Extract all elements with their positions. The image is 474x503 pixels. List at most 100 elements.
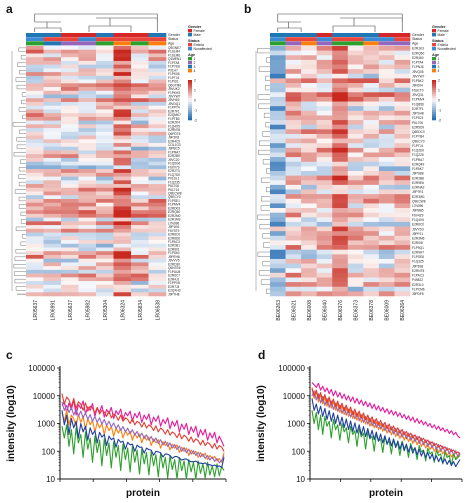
heatmap-cell [113, 184, 132, 189]
heatmap-cell [96, 195, 114, 200]
heatmap-cell [363, 184, 380, 190]
heatmap-cell [332, 217, 349, 223]
heatmap-cell [332, 120, 349, 126]
row-label: F1Q7D0 [168, 173, 180, 177]
heatmap-cell [148, 191, 167, 196]
row-label: P49822 [412, 278, 423, 282]
heatmap-cell [394, 221, 411, 227]
color-scale-step [188, 88, 192, 91]
heatmap-cell [78, 273, 97, 278]
heatmap-cell [131, 195, 149, 200]
heatmap-cell [148, 157, 167, 162]
heatmap-cell [96, 225, 114, 230]
heatmap-cell [363, 120, 380, 126]
heatmap-cell [394, 189, 411, 195]
heatmap-cell [347, 147, 364, 153]
row-label: F1PPV8 [168, 281, 180, 285]
heatmap-cell [26, 60, 44, 65]
heatmap-cell [316, 129, 333, 135]
legend-swatch [188, 47, 192, 51]
heatmap-cell [113, 128, 132, 133]
heatmap-cell [285, 175, 302, 181]
annotation-cell [285, 33, 302, 37]
heatmap-cell [131, 292, 149, 297]
annotation-row-label: Status [412, 37, 422, 41]
heatmap-cell [78, 228, 97, 233]
column-label: BE06264 [400, 300, 406, 321]
heatmap-cell [148, 266, 167, 271]
row-label: J9PBB5 [412, 209, 424, 213]
heatmap-cell [43, 165, 62, 170]
heatmap-cell [347, 55, 364, 61]
annotation-cell [285, 41, 302, 46]
heatmap-cell [61, 169, 79, 174]
heatmap-cell [285, 249, 302, 255]
heatmap-cell [347, 161, 364, 167]
heatmap-cell [26, 79, 44, 84]
annotation-cell [26, 33, 44, 37]
color-scale-step [188, 112, 192, 115]
heatmap-cell [26, 146, 44, 151]
annotation-cell [301, 33, 317, 37]
heatmap-cell [78, 225, 97, 230]
heatmap-cell [363, 78, 380, 84]
heatmap-cell [270, 133, 286, 139]
row-label: F1PKH3 [168, 91, 180, 95]
heatmap-cell [26, 94, 44, 99]
heatmap-cell [270, 50, 286, 56]
heatmap-cell [363, 50, 380, 56]
heatmap-cell [270, 92, 286, 98]
heatmap-cell [78, 128, 97, 133]
row-label: F1P9Q1 [412, 246, 424, 250]
heatmap-cell [61, 176, 79, 181]
heatmap-cell [285, 272, 302, 278]
heatmap-cell [131, 169, 149, 174]
heatmap-cell [43, 49, 62, 54]
heatmap-cell [61, 72, 79, 77]
heatmap-cell [148, 213, 167, 218]
heatmap-cell [316, 203, 333, 209]
heatmap-cell [113, 150, 132, 155]
heatmap-cell [332, 231, 349, 237]
heatmap-cell [96, 113, 114, 118]
heatmap-cell [131, 232, 149, 237]
heatmap-cell [316, 180, 333, 186]
heatmap-cell [113, 217, 132, 222]
heatmap-cell [394, 194, 411, 200]
heatmap-cell [347, 115, 364, 121]
heatmap-cell [113, 258, 132, 263]
heatmap-cell [378, 194, 395, 200]
heatmap-cell [96, 198, 114, 204]
heatmap-cell [363, 59, 380, 65]
heatmap-cell [113, 79, 132, 84]
annotation-row-label: Age [168, 41, 174, 45]
heatmap-cell [43, 217, 62, 222]
heatmap-cell [394, 268, 411, 274]
row-label: F1PAK7 [412, 167, 424, 171]
heatmap-cell [61, 131, 79, 136]
heatmap-cell [43, 236, 62, 241]
heatmap-cell [96, 172, 114, 177]
heatmap-cell [96, 98, 114, 103]
heatmap-cell [43, 284, 62, 289]
heatmap-cell [78, 98, 97, 103]
heatmap-cell [26, 101, 44, 107]
heatmap-cell [113, 124, 132, 129]
heatmap-cell [113, 68, 132, 73]
row-label: COL1G3 [168, 143, 181, 147]
heatmap-cell [378, 249, 395, 255]
heatmap-cell [148, 150, 167, 155]
heatmap-cell [148, 131, 167, 136]
annotation-cell [347, 41, 364, 46]
heatmap-cell [270, 69, 286, 75]
heatmap-cell [347, 226, 364, 232]
heatmap-cell [332, 189, 349, 195]
color-scale-label: 0 [438, 99, 440, 103]
panel-label-a: a [6, 2, 13, 16]
heatmap-cell [394, 50, 411, 56]
heatmap-cell [378, 180, 395, 186]
annotation-cell [113, 41, 132, 46]
annotation-cell [78, 33, 97, 37]
heatmap-cell [270, 106, 286, 112]
heatmap-cell [332, 171, 349, 176]
